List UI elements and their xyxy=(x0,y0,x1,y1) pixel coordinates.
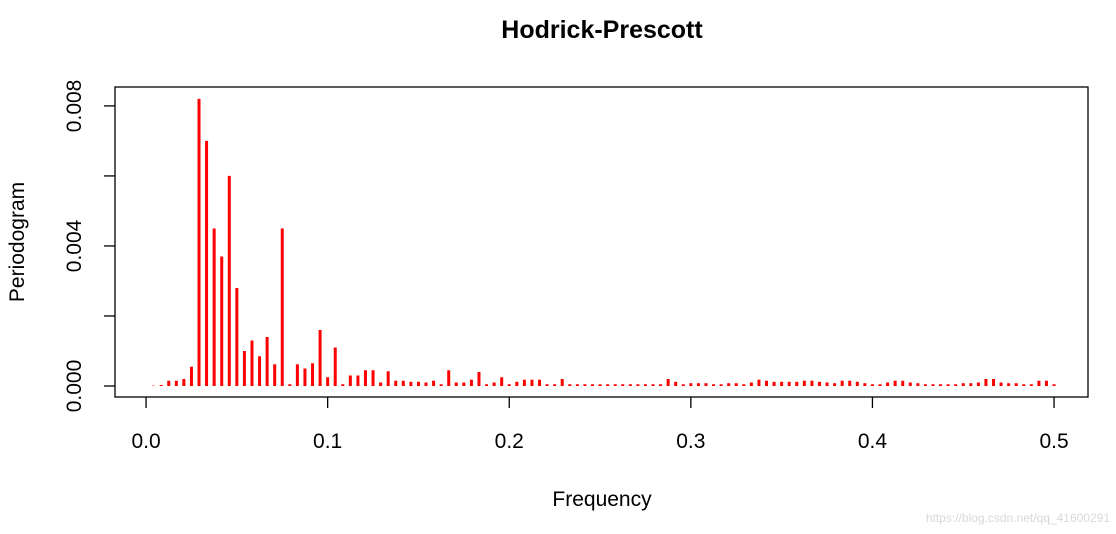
chart-title: Hodrick-Prescott xyxy=(501,16,703,44)
x-tick-label: 0.1 xyxy=(313,430,342,453)
y-tick-label: 0.000 xyxy=(63,360,86,413)
x-tick-label: 0.3 xyxy=(676,430,705,453)
x-axis-label: Frequency xyxy=(552,488,652,511)
x-tick-label: 0.5 xyxy=(1039,430,1068,453)
y-tick-label: 0.004 xyxy=(63,219,86,272)
y-tick-label: 0.008 xyxy=(63,80,86,133)
plot-frame xyxy=(114,86,1089,398)
x-tick-label: 0.4 xyxy=(858,430,888,453)
watermark: https://blog.csdn.net/qq_41600291 xyxy=(926,511,1110,525)
x-tick-label: 0.0 xyxy=(131,430,160,453)
y-axis-label: Periodogram xyxy=(6,182,29,302)
x-tick-label: 0.2 xyxy=(495,430,524,453)
